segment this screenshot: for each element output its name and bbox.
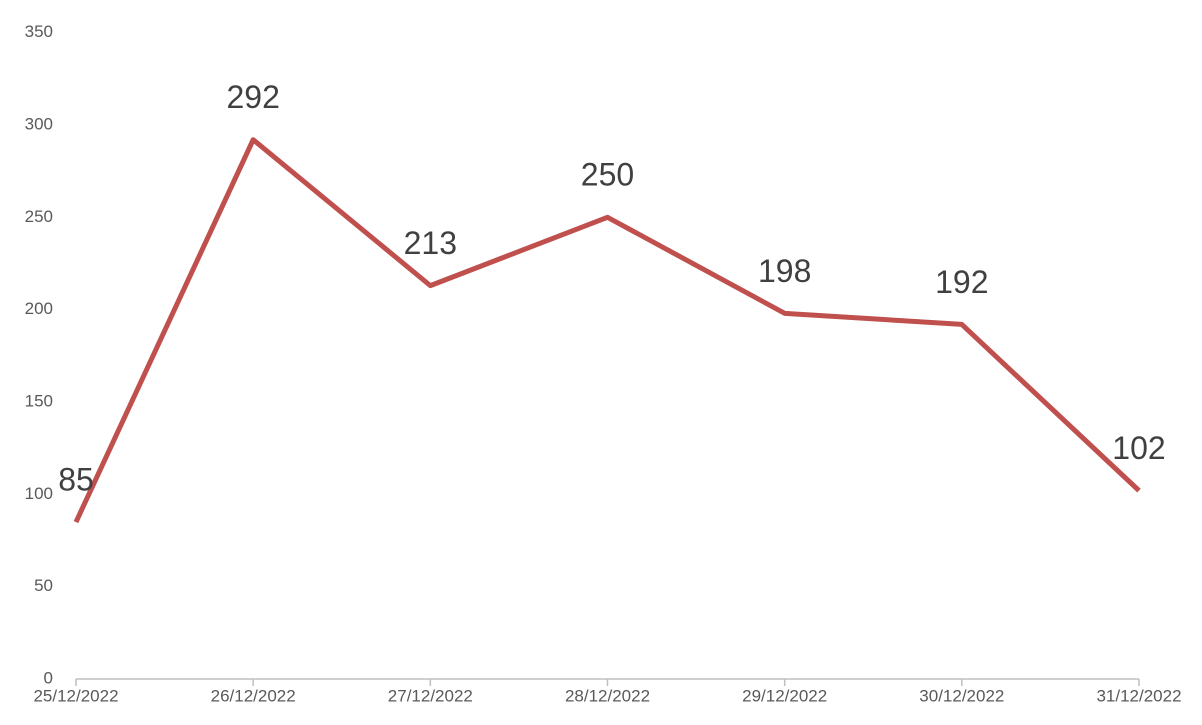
data-label: 102 [1112, 430, 1165, 466]
data-label: 198 [758, 253, 811, 289]
data-label: 213 [404, 225, 457, 261]
x-tick-label: 31/12/2022 [1096, 686, 1181, 705]
y-tick-label: 0 [44, 668, 53, 687]
data-label: 292 [226, 79, 279, 115]
data-label: 85 [58, 461, 94, 497]
y-tick-label: 300 [25, 114, 53, 133]
y-tick-label: 150 [25, 391, 53, 410]
line [73, 137, 1141, 524]
y-tick-label: 100 [25, 484, 53, 503]
x-tick-label: 30/12/2022 [919, 686, 1004, 705]
x-tick-label: 27/12/2022 [388, 686, 473, 705]
y-tick-label: 250 [25, 207, 53, 226]
x-tick-label: 26/12/2022 [211, 686, 296, 705]
x-tick-label: 28/12/2022 [565, 686, 650, 705]
y-tick-label: 50 [34, 576, 53, 595]
y-tick-label: 200 [25, 299, 53, 318]
data-label: 192 [935, 264, 988, 300]
x-tick-label: 25/12/2022 [33, 686, 118, 705]
x-tick-label: 29/12/2022 [742, 686, 827, 705]
y-tick-label: 350 [25, 22, 53, 41]
data-label: 250 [581, 157, 634, 193]
